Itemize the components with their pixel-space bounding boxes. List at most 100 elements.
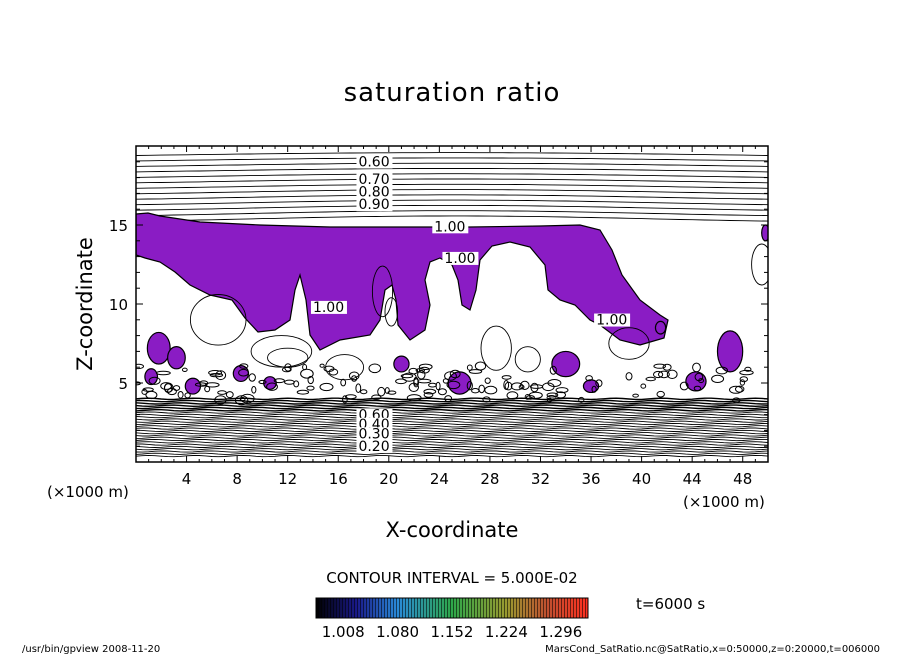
turbulent-contour-lines	[136, 243, 768, 406]
turbulent-contour	[645, 376, 656, 382]
upper-contour-line	[136, 204, 768, 211]
contour-label-bg	[356, 198, 393, 212]
x-tick-label: 48	[733, 470, 752, 488]
turbulent-contour	[546, 392, 559, 398]
upper-contour-lines	[136, 152, 768, 222]
turbulent-contour	[692, 362, 701, 373]
contour-label-bg	[356, 427, 393, 441]
lower-contour-line	[136, 448, 768, 451]
turbulent-contour	[437, 388, 447, 396]
lower-contour-line	[136, 404, 768, 408]
turbulent-contour	[342, 395, 348, 404]
turbulent-contour	[215, 370, 227, 381]
y-tick-label: 10	[109, 296, 128, 314]
turbulent-contour	[729, 385, 743, 394]
x-tick-label: 44	[683, 470, 702, 488]
lower-contour-line	[136, 418, 768, 421]
supersaturation-region	[136, 212, 669, 351]
turbulent-contour	[653, 370, 664, 379]
subsaturated-contour	[480, 325, 512, 371]
contour-label: 0.20	[358, 439, 389, 455]
turbulent-contour	[666, 369, 678, 379]
turbulent-contour	[423, 392, 434, 398]
upper-contour-line	[136, 178, 768, 184]
turbulent-contour	[732, 397, 741, 404]
x-axis-ticks: 4 8 12 16 20 24 28 32 36 40 44 48	[148, 146, 756, 488]
lower-contour-line	[136, 413, 768, 416]
colorbar-tick-label: 1.296	[539, 623, 582, 641]
contour-label: 0.60	[358, 155, 389, 171]
turbulent-contour	[239, 397, 246, 402]
turbulent-contour	[340, 378, 347, 387]
contour-label: 1.00	[313, 300, 344, 316]
time-label: t=6000 s	[636, 595, 705, 613]
lower-contour-line	[136, 441, 768, 444]
contour-label-bg	[310, 300, 347, 314]
turbulent-contour	[474, 361, 487, 371]
turbulent-contour	[384, 387, 390, 394]
supersaturated-cell	[144, 368, 159, 386]
turbulent-contour	[446, 380, 461, 390]
turbulent-contour	[355, 383, 362, 394]
turbulent-contour	[428, 382, 437, 388]
turbulent-contour	[387, 390, 397, 395]
contour-interval: CONTOUR INTERVAL = 5.000E-02	[326, 569, 577, 587]
x-tick-label: 36	[581, 470, 600, 488]
turbulent-contour	[307, 375, 314, 385]
turbulent-contour	[181, 367, 188, 372]
turbulent-contour	[501, 375, 512, 380]
supersaturated-cell	[167, 346, 186, 370]
turbulent-contour	[529, 384, 544, 389]
turbulent-contour	[555, 391, 567, 399]
turbulent-contour	[239, 363, 249, 369]
turbulent-contour	[258, 379, 267, 385]
colorbar-tick-label: 1.008	[322, 623, 365, 641]
turbulent-contour	[471, 388, 480, 394]
turbulent-contour	[328, 368, 339, 376]
turbulent-contour	[273, 378, 285, 384]
turbulent-contour	[525, 395, 535, 400]
lower-contour-line	[136, 445, 768, 448]
turbulent-contour	[625, 372, 633, 381]
colorbar-tick-label: 1.080	[376, 623, 419, 641]
lower-contour-line	[136, 399, 768, 403]
turbulent-contour	[503, 380, 510, 390]
contour-label-bg	[432, 220, 469, 234]
turbulent-contour	[444, 395, 453, 403]
contour-label-bg	[442, 251, 479, 265]
supersaturated-cell	[654, 320, 667, 335]
turbulent-contour	[711, 374, 725, 383]
turbulent-contour	[693, 385, 702, 392]
turbulent-contour	[510, 382, 524, 391]
plot-area: 0.600.700.800.901.001.001.001.000.600.40…	[136, 152, 768, 458]
lower-contour-line	[136, 402, 768, 405]
turbulent-contour	[413, 376, 419, 386]
turbulent-contour	[653, 363, 667, 369]
turbulent-contour	[371, 394, 382, 400]
turbulent-contour	[296, 389, 310, 395]
turbulent-contour	[406, 394, 422, 402]
colorbar-tick-label: 1.224	[485, 623, 528, 641]
contour-label: 1.00	[444, 251, 475, 267]
turbulent-contour	[520, 380, 530, 390]
turbulent-contour	[739, 369, 754, 376]
turbulent-contour	[506, 391, 519, 400]
turbulent-contour	[656, 390, 665, 398]
upper-contour-line	[136, 189, 768, 195]
turbulent-contour	[478, 384, 486, 394]
upper-contour-line	[136, 210, 768, 217]
y-tick-label: 5	[118, 375, 128, 393]
y-axis-label: Z-coordinate	[73, 237, 97, 371]
upper-contour-line	[136, 199, 768, 206]
lower-contour-line	[136, 422, 768, 426]
x-unit-right: (×1000 m)	[683, 493, 765, 511]
upper-contour-line	[136, 157, 768, 162]
supersaturated-cell	[393, 355, 410, 373]
turbulent-contour	[194, 382, 208, 387]
turbulent-contour	[484, 377, 491, 384]
contour-label-bg	[356, 439, 393, 453]
turbulent-contour	[518, 384, 525, 390]
turbulent-contour	[319, 363, 325, 368]
chart-title: saturation ratio	[344, 78, 561, 108]
turbulent-contour	[284, 379, 295, 385]
